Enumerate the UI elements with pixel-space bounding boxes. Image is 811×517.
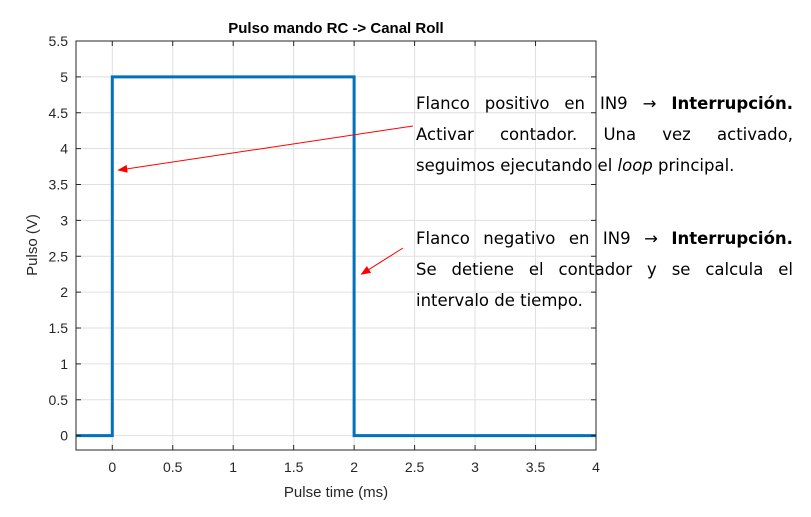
y-tick-label: 5 <box>60 69 68 85</box>
word: se <box>671 260 691 279</box>
arrow-glyph: → <box>644 229 658 248</box>
x-tick-label: 4 <box>592 459 600 475</box>
annotation-arrow <box>117 125 414 173</box>
x-tick-label: 1 <box>229 459 237 475</box>
x-tick-label: 2.5 <box>405 459 425 475</box>
y-tick-label: 0 <box>60 428 68 444</box>
grid <box>76 40 597 450</box>
annotation-negative-line-3: intervalo de tiempo. <box>416 285 793 316</box>
word: Interrupción. <box>671 229 793 248</box>
y-tick-label: 4 <box>60 141 68 157</box>
word: vez <box>662 125 691 144</box>
annotation-positive-line-3: seguimos ejecutando el loop principal. <box>416 150 793 181</box>
word: Activar <box>416 125 474 144</box>
word: Flanco <box>416 94 470 113</box>
annotation-negative-edge: Flanco negativo en IN9 → Interrupción. S… <box>416 223 793 316</box>
y-tick-label: 3.5 <box>49 177 69 193</box>
annotation-positive-line-1: Flanco positivo en IN9 → Interrupción. <box>416 88 793 119</box>
chart-title: Pulso mando RC -> Canal Roll <box>228 20 443 37</box>
text: principal. <box>652 156 735 175</box>
word: positivo <box>484 94 550 113</box>
y-tick-label: 2 <box>60 284 68 300</box>
series-layer <box>76 75 596 438</box>
annotation-negative-line-1: Flanco negativo en IN9 → Interrupción. <box>416 223 793 254</box>
text: intervalo de tiempo. <box>416 291 583 310</box>
annotation-arrows <box>117 125 414 275</box>
word: en <box>568 229 590 248</box>
loop-word: loop <box>617 156 653 175</box>
y-tick-label: 2.5 <box>49 248 69 264</box>
word: contador. <box>499 125 578 144</box>
x-tick-label: 0.5 <box>163 459 183 475</box>
word: negativo <box>483 229 556 248</box>
pulse-series-line <box>76 75 596 438</box>
text: seguimos ejecutando el <box>416 156 618 175</box>
word: Interrupción. <box>671 94 793 113</box>
x-tick-label: 3 <box>471 459 479 475</box>
x-axis-label: Pulse time (ms) <box>284 484 388 501</box>
word: calcula <box>705 260 764 279</box>
word: Flanco <box>416 229 470 248</box>
arrow-glyph: → <box>642 94 657 113</box>
word: el <box>778 260 793 279</box>
word: en <box>564 94 585 113</box>
x-tick-label: 1.5 <box>284 459 304 475</box>
word: contador <box>558 260 633 279</box>
x-tick-label: 2 <box>350 459 358 475</box>
annotation-positive-line-2: Activar contador. Una vez activado, <box>416 119 793 150</box>
annotation-negative-line-2: Se detiene el contador y se calcula el <box>416 254 793 285</box>
word: el <box>528 260 544 279</box>
word: Una <box>603 125 637 144</box>
y-tick-label: 0.5 <box>49 392 69 408</box>
annotation-arrow <box>360 247 404 275</box>
y-tick-label: 1 <box>60 356 68 372</box>
word: activado, <box>717 125 793 144</box>
ticks: 0 0.5 1 1.5 2 2.5 3 3.5 4 0 0.5 1 1.5 2 2.5 3 3.5 4 4.5 5 5.… <box>49 33 601 475</box>
x-tick-label: 0 <box>108 459 116 475</box>
word: Se <box>416 260 437 279</box>
y-tick-label: 4.5 <box>49 105 69 121</box>
x-tick-label: 3.5 <box>526 459 546 475</box>
axes-box <box>75 40 597 451</box>
y-tick-label: 1.5 <box>49 320 69 336</box>
y-axis-label: Pulso (V) <box>24 214 41 276</box>
word: detiene <box>451 260 514 279</box>
y-tick-label: 5.5 <box>49 33 69 49</box>
word: IN9 <box>602 229 631 248</box>
y-tick-label: 3 <box>60 212 68 228</box>
annotation-positive-edge: Flanco positivo en IN9 → Interrupción. A… <box>416 88 793 181</box>
word: IN9 <box>599 94 628 113</box>
word: y <box>647 260 657 279</box>
